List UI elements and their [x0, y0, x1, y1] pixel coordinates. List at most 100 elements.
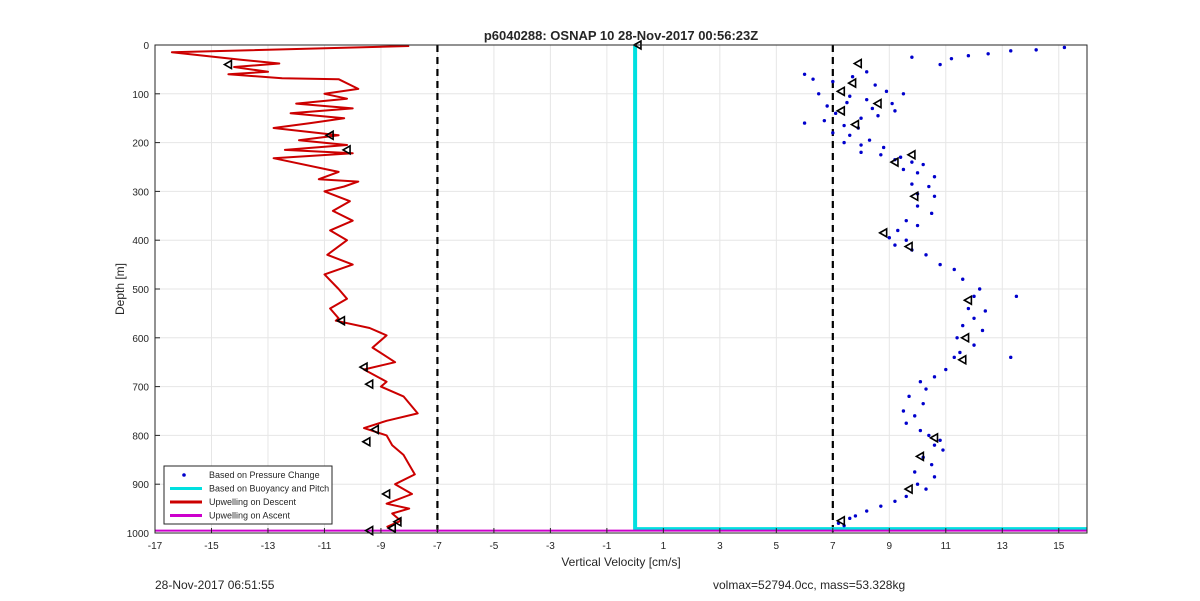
data-point [966, 54, 971, 58]
data-point [932, 443, 937, 447]
triangle-marker [835, 515, 846, 527]
y-tick-label: 600 [132, 334, 149, 345]
data-point [972, 316, 976, 320]
data-point [961, 277, 965, 281]
chart-title: p6040288: OSNAP 10 28-Nov-2017 00:56:23Z [484, 28, 758, 43]
data-point [859, 150, 863, 155]
x-tick-label: -13 [261, 541, 276, 552]
data-point [907, 394, 911, 399]
data-point [983, 309, 988, 313]
data-point [972, 294, 976, 299]
data-point [893, 243, 897, 247]
x-tick-label: 7 [830, 541, 836, 552]
data-point [842, 140, 846, 145]
data-point [865, 70, 869, 74]
x-tick-label: -9 [376, 541, 385, 552]
triangle-marker [324, 129, 334, 141]
triangle-marker [906, 149, 916, 161]
data-point [865, 97, 869, 102]
x-tick-label: -3 [546, 541, 555, 552]
data-point [958, 350, 962, 355]
triangle-marker [392, 516, 402, 528]
triangle-marker [341, 144, 351, 156]
x-tick-label: -17 [148, 541, 163, 552]
triangle-marker [386, 522, 397, 534]
data-point [910, 182, 914, 186]
data-point [898, 155, 903, 159]
x-tick-label: 5 [774, 541, 780, 552]
data-point [924, 487, 928, 491]
x-tick-label: -11 [318, 541, 332, 552]
data-point [952, 267, 956, 272]
data-point [893, 109, 897, 113]
data-point [915, 482, 920, 486]
x-tick-label: 11 [941, 541, 952, 552]
data-point [893, 499, 897, 503]
data-point [915, 204, 920, 208]
plot-area [155, 39, 1087, 536]
footer-timestamp: 28-Nov-2017 06:51:55 [155, 578, 275, 592]
triangle-marker [852, 58, 863, 69]
data-point [1062, 45, 1067, 50]
data-point [918, 380, 923, 384]
triangle-marker [962, 294, 973, 306]
data-point [913, 414, 917, 418]
x-tick-label: 1 [661, 541, 667, 552]
triangle-marker [928, 432, 939, 444]
triangle-marker [835, 85, 846, 97]
x-tick-label: 9 [887, 541, 893, 552]
y-tick-label: 800 [132, 431, 149, 442]
data-point [915, 171, 920, 175]
y-tick-label: 100 [132, 90, 149, 101]
data-point [853, 514, 858, 518]
data-point [825, 104, 829, 108]
data-point [822, 118, 827, 123]
triangle-marker [222, 59, 233, 70]
legend-label: Based on Buoyancy and Pitch [209, 484, 329, 494]
triangle-marker [380, 488, 391, 500]
x-tick-label: -7 [433, 541, 442, 552]
triangle-marker [903, 483, 913, 495]
data-point [850, 75, 855, 79]
data-point [921, 162, 925, 167]
data-point [831, 131, 835, 135]
data-point [873, 83, 877, 87]
x-tick-label: -5 [489, 541, 498, 552]
legend-label: Upwelling on Descent [209, 497, 297, 507]
data-point [890, 101, 894, 106]
triangle-marker [369, 424, 380, 435]
data-point [848, 133, 852, 137]
data-point [932, 194, 937, 198]
data-point [833, 111, 838, 116]
y-tick-label: 200 [132, 139, 149, 150]
data-point [848, 94, 852, 98]
data-point [941, 448, 945, 452]
data-point [901, 92, 906, 96]
data-point [802, 72, 807, 76]
data-point [938, 262, 942, 267]
x-tick-label: 13 [997, 541, 1009, 552]
x-tick-label: 15 [1053, 541, 1065, 552]
x-tick-label: -15 [204, 541, 219, 552]
axis-ticks: -17 -15 -13 -11 -9 -7 -5 -3 -1 1 3 5 7 9 11 13 150100200… [127, 41, 1065, 552]
series-line [170, 45, 419, 529]
data-point [816, 92, 821, 96]
data-point [1009, 355, 1013, 360]
data-point [938, 438, 942, 442]
x-tick-label: 3 [717, 541, 723, 552]
data-point [986, 52, 990, 56]
triangle-marker [849, 119, 860, 130]
data-point [904, 494, 908, 499]
data-point [977, 287, 982, 291]
x-axis-label: Vertical Velocity [cm/s] [561, 555, 680, 569]
data-point [876, 114, 880, 118]
triangle-marker [358, 361, 368, 373]
data-point [921, 401, 925, 406]
triangle-marker [957, 354, 967, 366]
data-point [859, 143, 863, 147]
y-tick-label: 1000 [127, 529, 150, 540]
data-point [904, 421, 908, 425]
data-point [879, 153, 883, 157]
legend-swatch [182, 473, 186, 477]
data-point [842, 123, 846, 128]
